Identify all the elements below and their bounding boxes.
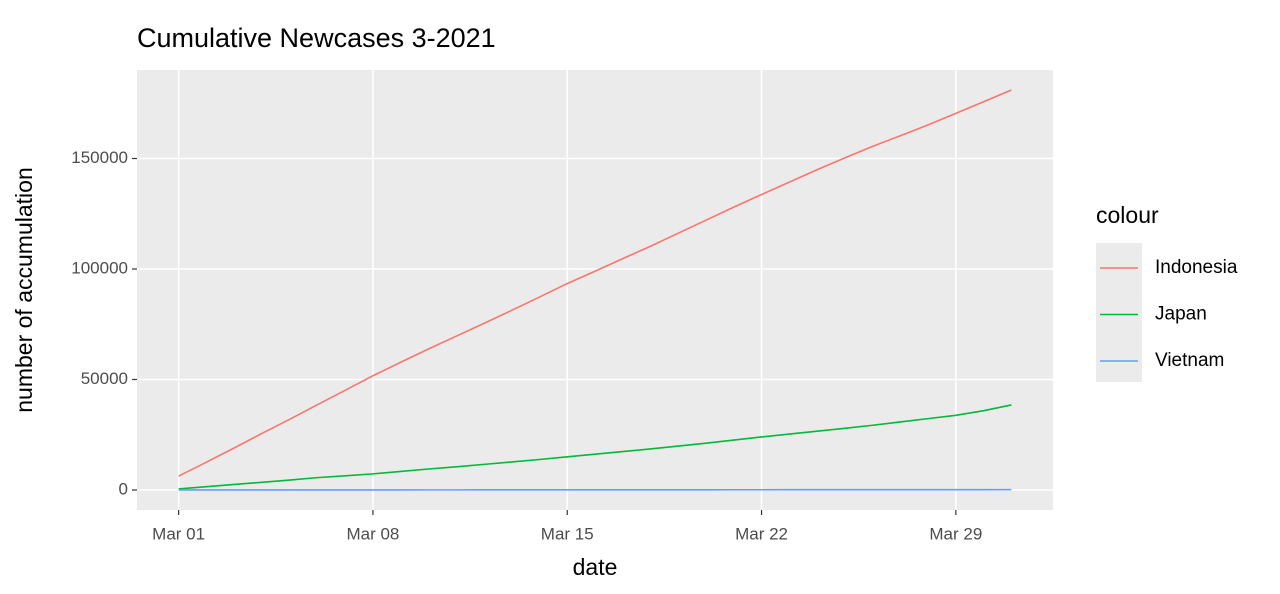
panel bbox=[137, 70, 1053, 510]
legend-title: colour bbox=[1096, 202, 1159, 228]
x-tick-label: Mar 01 bbox=[152, 524, 205, 543]
legend-label: Vietnam bbox=[1155, 350, 1224, 371]
series-line bbox=[178, 89, 1012, 477]
y-tick-label: 100000 bbox=[71, 258, 128, 277]
legend-key-bg bbox=[1096, 243, 1142, 382]
x-tick-label: Mar 29 bbox=[929, 524, 982, 543]
chart-title: Cumulative Newcases 3-2021 bbox=[137, 23, 496, 53]
x-tick-label: Mar 22 bbox=[735, 524, 788, 543]
legend-label: Indonesia bbox=[1155, 257, 1238, 278]
x-axis-title: date bbox=[573, 554, 618, 580]
y-axis-title: number of accumulation bbox=[11, 167, 37, 412]
x-tick-label: Mar 08 bbox=[346, 524, 399, 543]
legend-label: Japan bbox=[1155, 304, 1207, 325]
series-line bbox=[178, 404, 1012, 490]
x-tick-label: Mar 15 bbox=[541, 524, 594, 543]
y-tick-label: 150000 bbox=[71, 148, 128, 167]
y-tick-label: 50000 bbox=[81, 369, 128, 388]
y-tick-label: 0 bbox=[119, 479, 128, 498]
